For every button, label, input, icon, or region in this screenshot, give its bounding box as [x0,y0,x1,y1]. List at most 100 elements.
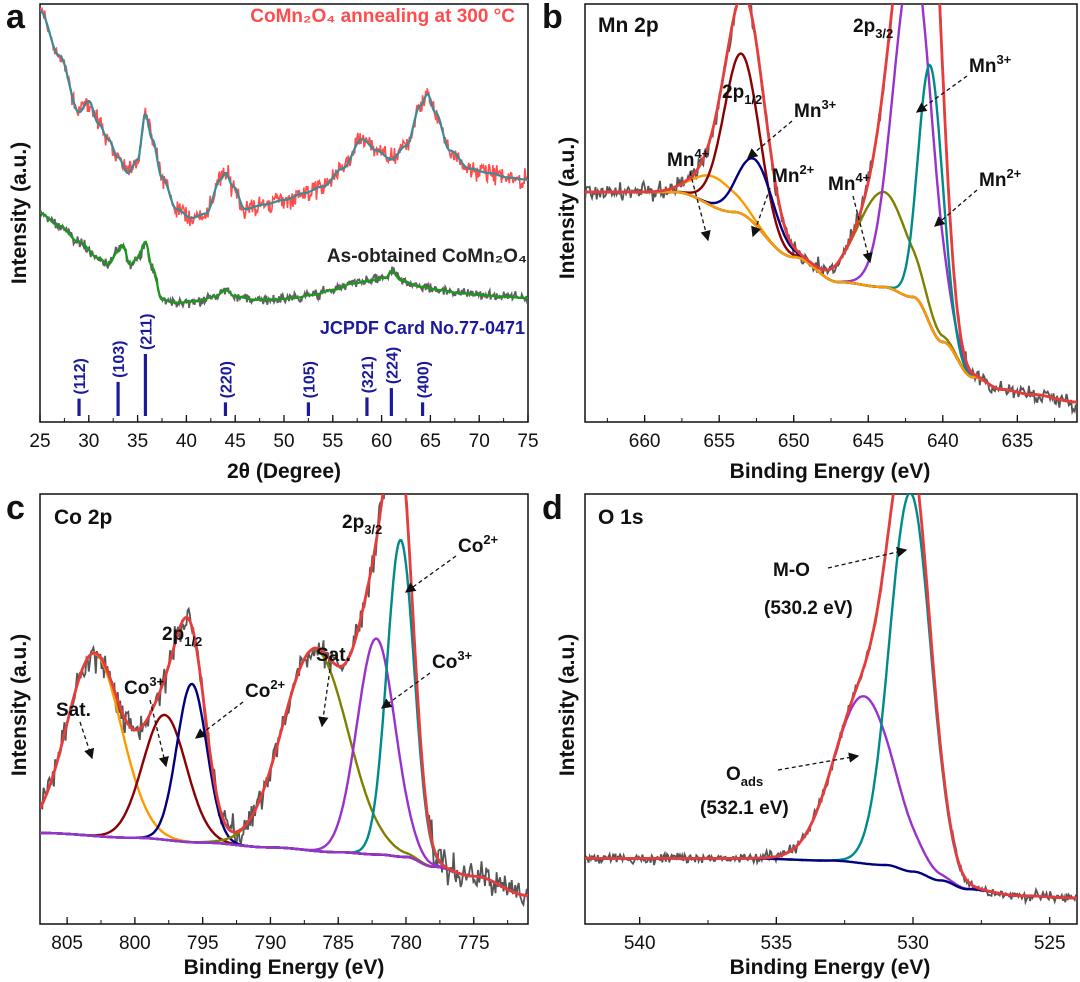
panel-d-frame [584,493,1078,925]
panel-c-annotations: 2p3/2 2p1/2 Co2+ Co3+ Sat. Co2+ Co3+ Sat… [56,512,499,768]
reference-peak-label: (211) [138,314,155,350]
arrow-co2-right [404,555,457,593]
label-mo-value: (530.2 eV) [764,598,853,619]
panel-d-annotations: M-O (530.2 eV) Oads (532.1 eV) [700,546,908,819]
envelope-fit-line [40,494,528,897]
panel-b-mn2p: b 660 655 650 645 640 635 Mn 2p Binding Energ… [542,0,1078,483]
x-tick-label: 635 [1002,431,1034,452]
x-tick-label: 55 [322,431,343,452]
x-tick-label: 50 [273,431,294,452]
arrow-sat-right [318,668,331,728]
panel-d-x-ticks: 540 535 530 525 [624,917,1066,954]
x-tick-label: 640 [927,431,959,452]
label-mn2-left: Mn2+ [772,162,815,187]
label-co3-left: Co3+ [124,674,165,699]
panel-b-plot-area [585,4,1077,416]
series-annealed-raw [40,6,528,227]
label-mn3-right: Mn3+ [969,52,1012,77]
x-tick-label: 775 [458,933,490,954]
x-tick-label: 780 [390,933,422,954]
panel-b-letter: b [542,0,563,36]
arrow-mn4-left [689,171,711,242]
x-tick-label: 540 [624,933,656,954]
panel-c-curves [40,494,528,908]
component-peak [585,494,1077,900]
panel-a-reference-label: JCPDF Card No.77-0471 [320,318,525,338]
component-peak [585,695,1077,900]
series-annealed-fit [40,9,528,220]
panel-c-y-axis-title: Intensity (a.u.) [8,634,31,776]
arrow-co2-left [194,701,244,739]
panel-c-x-axis-title: Binding Energy (eV) [184,956,385,979]
panel-c-letter: c [6,489,25,527]
arrow-mn2-left [751,187,771,238]
x-tick-label: 25 [29,431,50,452]
panel-a-series-label-as-obtained: As-obtained CoMn₂O₄ [327,246,527,267]
arrow-mn2-right [934,189,978,227]
panel-b-y-axis-title: Intensity (a.u.) [556,137,579,279]
panel-d-x-axis-title: Binding Energy (eV) [730,956,931,979]
reference-peak-label: (224) [384,347,401,384]
envelope-fit-line [585,494,1077,900]
x-tick-label: 655 [703,431,735,452]
panel-b-x-axis-title: Binding Energy (eV) [730,460,931,483]
x-tick-label: 40 [176,431,197,452]
panel-d-letter: d [542,489,563,527]
label-co2-left: Co2+ [245,677,286,702]
panel-d-y-axis-title: Intensity (a.u.) [556,634,579,776]
envelope-fit-line [585,4,1077,404]
x-tick-label: 795 [187,933,219,954]
panel-b-x-ticks: 660 655 650 645 640 635 [606,415,1056,452]
panel-a-series-label-annealed: CoMn₂O₄ annealing at 300 °C [250,6,515,27]
x-tick-label: 535 [760,933,792,954]
label-mn3-left: Mn3+ [794,97,837,122]
component-peak [585,174,1077,404]
arrow-mn3-right [915,75,968,113]
x-tick-label: 800 [119,933,151,954]
reference-peak-label: (400) [416,361,433,398]
panel-b-curves [585,4,1077,416]
panel-a-x-ticks: 25 30 35 40 45 50 55 60 65 70 75 [29,415,539,452]
x-tick-label: 60 [371,431,392,452]
panel-d-o1s: d 540 535 530 525 O 1s Binding Energy (eV) … [542,489,1078,979]
label-c-2p12: 2p1/2 [162,624,202,649]
reference-peak-label: (220) [218,361,235,398]
label-2p12: 2p1/2 [722,82,762,107]
label-c-2p32: 2p3/2 [342,512,382,537]
reference-peak-label: (103) [111,341,128,378]
label-sat-left: Sat. [56,700,91,721]
x-tick-label: 65 [420,431,441,452]
panel-c-plot-area [40,494,528,908]
panel-a-letter: a [6,0,26,36]
panel-c-frame [39,493,529,925]
x-tick-label: 660 [629,431,661,452]
raw-data-line [585,4,1077,416]
arrow-co3-left [149,699,169,768]
panel-d-title: O 1s [598,506,644,529]
label-oads-value: (532.1 eV) [700,798,789,819]
x-tick-label: 785 [322,933,354,954]
panel-d-curves [585,494,1077,906]
arrow-mn4-right [852,195,873,264]
raw-data-line [585,494,1077,906]
x-tick-label: 35 [127,431,148,452]
panel-c-x-ticks: 805 800 795 790 785 780 775 [51,917,509,954]
baseline-line [585,857,1077,900]
label-2p32: 2p3/2 [853,16,893,41]
arrow-co3-right [380,672,431,709]
component-peak [585,190,1077,404]
x-tick-label: 70 [469,431,490,452]
panel-a-plot-area: (112) (103) (211) (220) (105) (321) (224) (400) [40,6,528,416]
x-tick-label: 645 [852,431,884,452]
x-tick-label: 30 [78,431,99,452]
label-sat-right: Sat. [316,645,351,666]
label-mn4-left: Mn4+ [667,146,710,171]
x-tick-label: 805 [51,933,83,954]
label-mn4-right: Mn4+ [828,170,871,195]
panel-c-co2p: c 805 800 795 790 785 780 775 Co 2p Binding En… [6,489,529,979]
panel-b-title: Mn 2p [598,14,659,37]
x-tick-label: 530 [897,933,929,954]
x-tick-label: 650 [778,431,810,452]
panel-a-y-axis-title: Intensity (a.u.) [8,142,31,284]
